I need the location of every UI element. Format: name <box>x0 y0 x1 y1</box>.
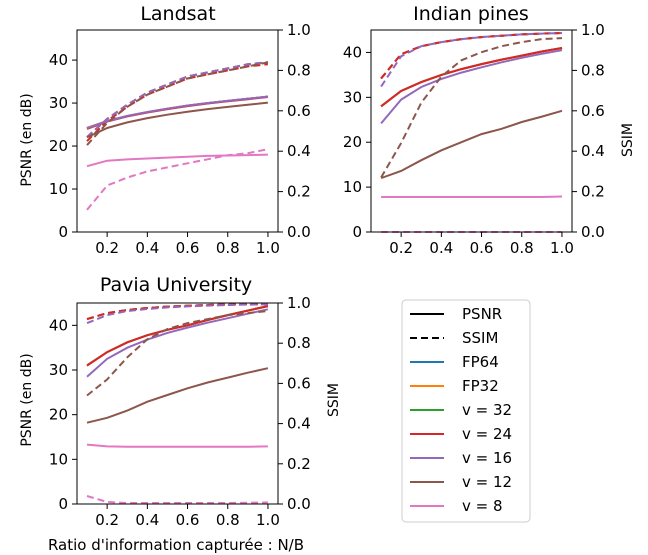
y2-tick-label: 1.0 <box>287 21 311 39</box>
x-tick-label: 0.4 <box>135 239 159 257</box>
y2-axis-label: SSIM <box>326 383 342 417</box>
y2-tick-label: 1.0 <box>287 294 311 312</box>
series-psnr-line <box>86 305 269 367</box>
y2-tick-label: 0.0 <box>287 495 311 513</box>
series-psnr-line <box>86 95 269 130</box>
y-tick-label: 0 <box>58 223 68 241</box>
x-tick-label: 1.0 <box>256 511 280 529</box>
x-tick-label: 0.2 <box>95 239 119 257</box>
series-psnr-line <box>86 367 269 424</box>
y2-tick-label: 0.0 <box>581 223 605 241</box>
series-ssim-line <box>86 303 268 325</box>
x-tick-label: 1.0 <box>550 239 574 257</box>
legend: PSNR SSIM FP64 FP32 v = 32 v = 24 v = 16 v = 12… <box>401 299 531 523</box>
x-tick-label: 0.6 <box>176 511 200 529</box>
y2-tick-label: 0.4 <box>287 415 311 433</box>
series-ssim-line <box>86 63 269 142</box>
y-tick-label: 30 <box>343 88 362 106</box>
series-psnr-line <box>380 109 563 180</box>
axes-frame <box>76 29 279 233</box>
y2-tick-label: 0.6 <box>581 102 605 120</box>
y2-axis-label: SSIM <box>620 123 636 157</box>
legend-label: v = 16 <box>462 449 512 467</box>
legend-label: v = 32 <box>462 401 512 419</box>
series-psnr-line <box>86 308 269 378</box>
figure-x-axis-label: Ratio d'information capturée : N/B <box>48 536 304 554</box>
series-psnr-line <box>86 101 269 139</box>
x-tick-label: 0.2 <box>95 511 119 529</box>
series-ssim-line <box>86 310 269 397</box>
x-tick-label: 0.8 <box>216 511 240 529</box>
series-psnr-line <box>86 443 268 448</box>
y-tick-label: 20 <box>343 133 362 151</box>
y-tick-label: 40 <box>343 43 362 61</box>
y-tick-label: 30 <box>49 94 68 112</box>
panel-pavia-university: Pavia University PSNR (en dB) SSIM 0.2 0.… <box>19 274 342 529</box>
y-tick-label: 0 <box>58 495 68 513</box>
x-tick-label: 0.8 <box>216 239 240 257</box>
axes-frame <box>370 29 573 233</box>
series-ssim-line <box>86 148 269 211</box>
x-tick-label: 0.4 <box>429 239 453 257</box>
y2-tick-label: 1.0 <box>581 21 605 39</box>
series-ssim-line <box>86 61 268 138</box>
legend-label: v = 8 <box>462 497 503 515</box>
y2-tick-label: 0.4 <box>581 142 605 160</box>
x-tick-label: 0.6 <box>176 239 200 257</box>
y2-tick-label: 0.2 <box>581 183 605 201</box>
y-axis-label: PSNR (en dB) <box>19 353 35 446</box>
panel-title: Pavia University <box>100 274 252 296</box>
legend-label: v = 24 <box>462 425 512 443</box>
series-psnr-line <box>86 153 268 168</box>
y-tick-label: 10 <box>343 178 362 196</box>
y-tick-label: 30 <box>49 361 68 379</box>
y-tick-label: 10 <box>49 180 68 198</box>
y-tick-label: 40 <box>49 51 68 69</box>
series-psnr-line <box>380 49 563 125</box>
legend-label: v = 12 <box>462 473 512 491</box>
x-tick-label: 0.4 <box>135 511 159 529</box>
legend-label: SSIM <box>462 329 498 347</box>
panel-landsat: Landsat PSNR (en dB) 0.2 0.4 0.6 0.8 1.0 0 10 2… <box>19 3 311 257</box>
series-ssim-line <box>380 37 563 179</box>
y2-tick-label: 0.2 <box>287 183 311 201</box>
x-tick-label: 0.6 <box>470 239 494 257</box>
y2-tick-label: 0.8 <box>581 61 605 79</box>
legend-label: FP64 <box>462 353 499 371</box>
y-axis-label: PSNR (en dB) <box>19 93 35 186</box>
legend-label: FP32 <box>462 377 499 395</box>
y2-tick-label: 0.6 <box>287 102 311 120</box>
x-tick-label: 1.0 <box>256 239 280 257</box>
panel-indian-pines: Indian pines SSIM 0.2 0.4 0.6 0.8 1.0 0 10 20 30… <box>343 3 636 257</box>
y-tick-label: 20 <box>49 137 68 155</box>
y2-tick-label: 0.6 <box>287 374 311 392</box>
y2-tick-label: 0.2 <box>287 455 311 473</box>
panel-title: Indian pines <box>413 3 529 25</box>
x-tick-label: 0.2 <box>389 239 413 257</box>
plot-area-pavia-university: 0.2 0.4 0.6 0.8 1.0 0 10 20 30 40 0.0 0.2 0.4 0.6 0.8 1… <box>49 294 311 529</box>
panel-title: Landsat <box>140 3 215 25</box>
series-ssim-line <box>86 495 268 504</box>
y-tick-label: 20 <box>49 406 68 424</box>
plot-area-indian-pines: 0.2 0.4 0.6 0.8 1.0 0 10 20 30 40 0.0 0.2 0.4 0.6 0.8 1… <box>343 21 605 257</box>
y2-tick-label: 0.4 <box>287 142 311 160</box>
y-tick-label: 0 <box>352 223 362 241</box>
legend-frame <box>401 299 531 523</box>
series-ssim-line <box>86 61 269 146</box>
series-ssim-line <box>380 32 563 80</box>
x-tick-label: 0.8 <box>510 239 534 257</box>
legend-label: PSNR <box>462 305 502 323</box>
y2-tick-label: 0.8 <box>287 61 311 79</box>
axes-frame <box>76 302 279 505</box>
legend-entries: PSNR SSIM FP64 FP32 v = 32 v = 24 v = 16 v = 12… <box>410 305 512 515</box>
series-ssim-line <box>380 32 563 88</box>
series-psnr-line <box>381 195 563 198</box>
series-psnr-line <box>380 47 563 108</box>
plot-area-landsat: 0.2 0.4 0.6 0.8 1.0 0 10 20 30 40 0.0 0.2 0.4 0.6 0.8 1… <box>49 21 311 257</box>
y-tick-label: 10 <box>49 450 68 468</box>
y2-tick-label: 0.8 <box>287 334 311 352</box>
y2-tick-label: 0.0 <box>287 223 311 241</box>
y-tick-label: 40 <box>49 316 68 334</box>
